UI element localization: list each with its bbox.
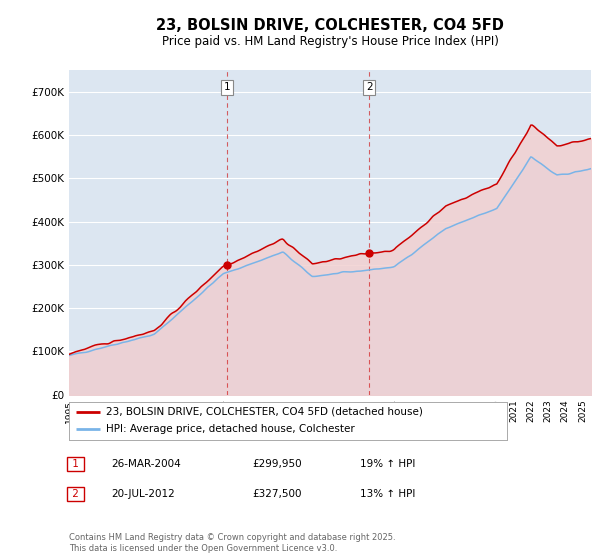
Text: 2: 2 [366,82,373,92]
Text: 19% ↑ HPI: 19% ↑ HPI [360,459,415,469]
Text: £327,500: £327,500 [252,489,302,499]
Text: £299,950: £299,950 [252,459,302,469]
Text: Price paid vs. HM Land Registry's House Price Index (HPI): Price paid vs. HM Land Registry's House … [161,35,499,48]
Text: 26-MAR-2004: 26-MAR-2004 [111,459,181,469]
Text: 20-JUL-2012: 20-JUL-2012 [111,489,175,499]
Text: 23, BOLSIN DRIVE, COLCHESTER, CO4 5FD: 23, BOLSIN DRIVE, COLCHESTER, CO4 5FD [156,18,504,32]
Text: 13% ↑ HPI: 13% ↑ HPI [360,489,415,499]
Text: 1: 1 [224,82,230,92]
Text: Contains HM Land Registry data © Crown copyright and database right 2025.
This d: Contains HM Land Registry data © Crown c… [69,533,395,553]
Text: HPI: Average price, detached house, Colchester: HPI: Average price, detached house, Colc… [106,424,355,435]
Text: 1: 1 [69,459,82,469]
Text: 2: 2 [69,489,82,499]
Text: 23, BOLSIN DRIVE, COLCHESTER, CO4 5FD (detached house): 23, BOLSIN DRIVE, COLCHESTER, CO4 5FD (d… [106,407,423,417]
